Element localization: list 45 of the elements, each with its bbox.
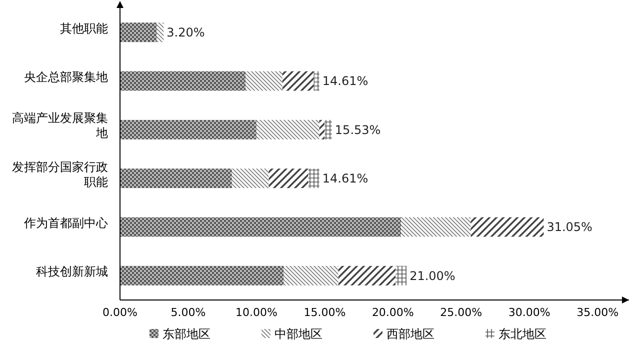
bar (232, 168, 269, 188)
bar (284, 266, 338, 286)
legend-label: 中部地区 (274, 327, 322, 342)
bar (256, 120, 320, 140)
x-tick-label: 15.00% (304, 306, 346, 319)
bar (120, 266, 284, 286)
bar (314, 71, 320, 91)
x-tick-label: 25.00% (440, 306, 482, 319)
bar (324, 120, 332, 140)
y-tick-label: 发挥部分国家行政职能 (12, 160, 108, 189)
bar (120, 71, 246, 91)
x-tick-label: 5.00% (170, 306, 206, 319)
bar (246, 71, 282, 91)
total-label: 15.53% (334, 122, 381, 137)
bar (401, 217, 471, 237)
y-tick-label: 作为首都副中心 (23, 216, 108, 230)
legend-label: 西部地区 (386, 327, 434, 342)
y-tick-label: 科技创新新城 (36, 264, 108, 279)
y-tick-label: 高端产业发展聚集地 (12, 111, 108, 140)
total-label: 21.00% (410, 268, 456, 283)
x-tick-label: 35.00% (576, 306, 619, 319)
bar (338, 266, 396, 286)
x-tick-label: 30.00% (508, 306, 550, 319)
total-label: 14.61% (322, 74, 368, 88)
x-tick-label: 20.00% (372, 306, 414, 319)
bar (396, 266, 407, 286)
legend-label: 东部地区 (162, 327, 210, 342)
bar (308, 168, 320, 188)
total-label: 3.20% (166, 26, 205, 40)
x-tick-label: 0.00% (102, 306, 138, 319)
y-tick-label: 其他职能 (60, 21, 108, 36)
total-label: 31.05% (546, 220, 592, 234)
bar (282, 71, 314, 91)
bar (120, 22, 157, 42)
bar (319, 120, 325, 140)
legend-label: 东北地区 (498, 327, 546, 342)
bar (120, 120, 256, 140)
bar (120, 217, 402, 237)
bar (120, 168, 232, 188)
x-tick-label: 10.00% (235, 306, 278, 319)
bar (470, 217, 544, 237)
bar (156, 22, 164, 42)
bar (268, 168, 308, 188)
total-label: 14.61% (322, 172, 368, 186)
y-tick-label: 央企总部聚集地 (24, 70, 108, 84)
